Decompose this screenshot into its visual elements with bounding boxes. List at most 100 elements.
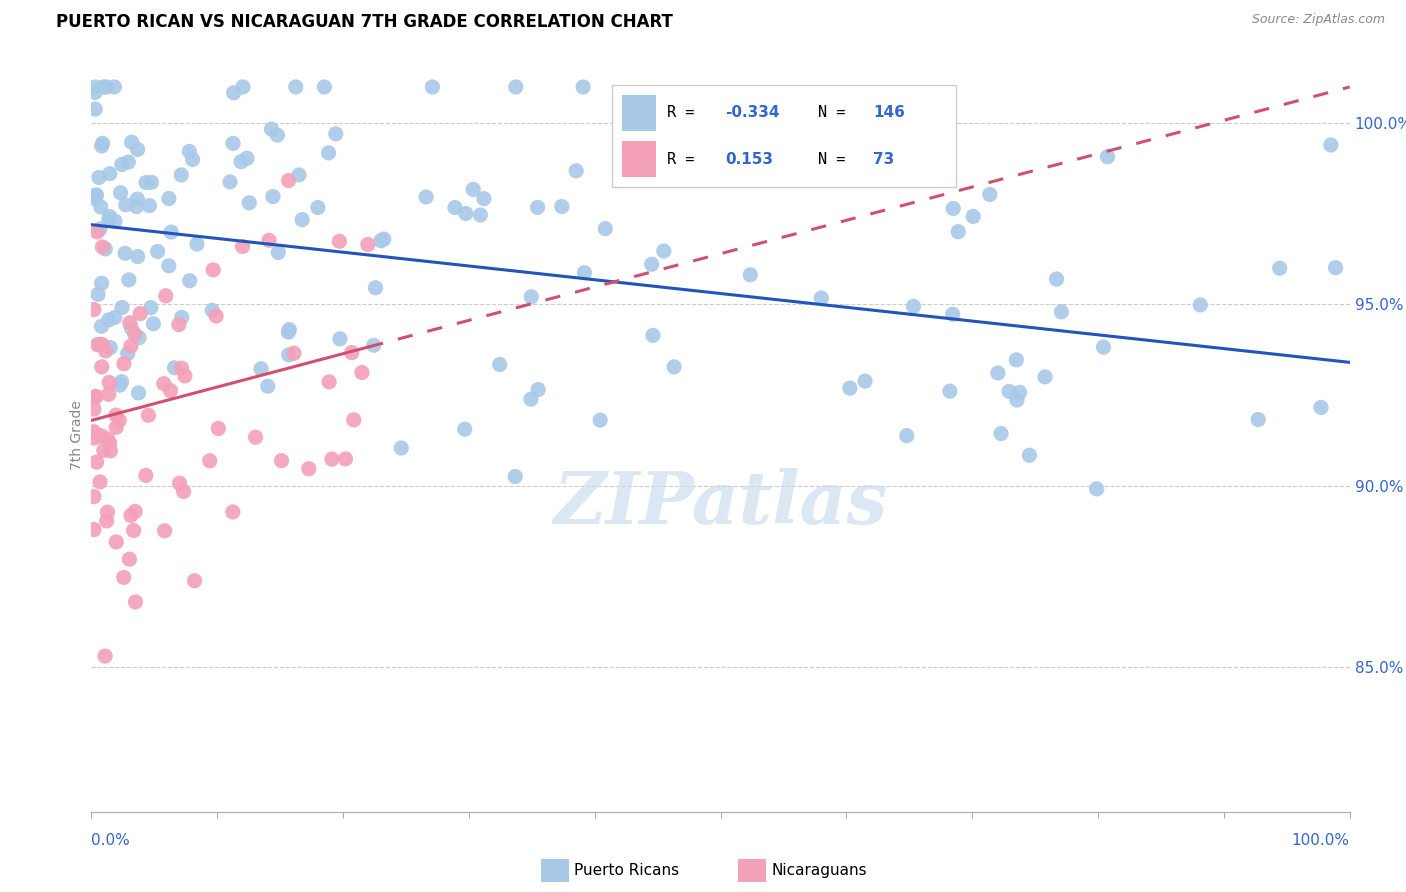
Text: R =: R = — [666, 105, 703, 120]
Point — [288, 168, 311, 182]
Point — [1050, 305, 1073, 319]
Point — [257, 233, 280, 247]
Point — [89, 337, 111, 351]
Point — [595, 221, 617, 235]
Point — [373, 232, 395, 246]
Point — [157, 192, 180, 206]
Point — [838, 381, 860, 395]
Point — [219, 175, 242, 189]
Point — [641, 328, 664, 343]
Point — [740, 268, 762, 282]
Point — [108, 378, 131, 392]
Point — [124, 504, 146, 518]
Point — [335, 451, 357, 466]
Point — [389, 441, 412, 455]
Point — [84, 389, 107, 403]
Point — [127, 386, 149, 401]
Point — [222, 136, 245, 151]
Point — [135, 468, 157, 483]
Point — [998, 384, 1021, 399]
Point — [454, 422, 477, 436]
Point — [526, 201, 548, 215]
Point — [987, 366, 1010, 380]
Bar — [541, 859, 569, 882]
Point — [83, 302, 105, 317]
Point — [86, 225, 108, 239]
Point — [170, 310, 193, 325]
Point — [652, 244, 675, 258]
Point — [96, 505, 118, 519]
Point — [96, 514, 118, 528]
Point — [318, 145, 340, 160]
Point — [84, 102, 107, 116]
Point — [94, 648, 117, 663]
Point — [942, 202, 965, 216]
Point — [90, 319, 112, 334]
Point — [127, 143, 149, 157]
Point — [84, 188, 107, 202]
Point — [97, 212, 120, 227]
Point — [572, 79, 595, 94]
Point — [415, 190, 437, 204]
Point — [90, 277, 112, 291]
Text: 0.153: 0.153 — [725, 152, 773, 167]
Point — [84, 390, 107, 404]
Point — [222, 86, 245, 100]
Point — [139, 301, 162, 315]
Point — [979, 187, 1001, 202]
Point — [444, 201, 467, 215]
Point — [1268, 261, 1291, 276]
Point — [98, 436, 121, 450]
Point — [117, 346, 139, 360]
Point — [153, 524, 176, 538]
Text: 73: 73 — [873, 152, 894, 167]
Text: Source: ZipAtlas.com: Source: ZipAtlas.com — [1251, 13, 1385, 27]
Point — [853, 374, 876, 388]
Point — [96, 79, 118, 94]
Point — [170, 168, 193, 182]
Point — [810, 291, 832, 305]
Text: Nicaraguans: Nicaraguans — [772, 863, 868, 878]
Point — [245, 430, 267, 444]
Text: Puerto Ricans: Puerto Ricans — [574, 863, 679, 878]
Text: N =: N = — [818, 152, 855, 167]
Point — [86, 337, 108, 351]
Point — [284, 79, 307, 94]
Point — [118, 273, 141, 287]
Point — [103, 79, 125, 94]
Point — [83, 431, 105, 445]
Point — [167, 318, 190, 332]
Point — [90, 200, 112, 214]
Point — [124, 595, 146, 609]
Point — [94, 343, 117, 358]
Point — [87, 170, 110, 185]
Point — [97, 432, 120, 446]
Point — [118, 552, 141, 566]
Point — [169, 476, 191, 491]
Point — [104, 408, 127, 422]
Point — [205, 309, 228, 323]
Point — [179, 274, 201, 288]
Point — [91, 136, 114, 151]
Point — [202, 263, 225, 277]
Point — [93, 79, 115, 94]
Point — [84, 79, 107, 94]
Point — [183, 574, 205, 588]
Point — [114, 198, 136, 212]
Point — [86, 455, 108, 469]
Point — [589, 413, 612, 427]
Point — [121, 135, 143, 149]
Point — [111, 157, 134, 171]
Point — [128, 331, 150, 345]
Point — [118, 316, 141, 330]
Point — [340, 345, 363, 359]
Point — [127, 250, 149, 264]
Point — [84, 86, 107, 100]
Point — [260, 122, 283, 136]
Point — [179, 145, 201, 159]
Point — [170, 361, 193, 376]
Point — [108, 413, 131, 427]
Point — [1310, 401, 1333, 415]
Point — [163, 360, 186, 375]
Text: R =: R = — [666, 152, 703, 167]
